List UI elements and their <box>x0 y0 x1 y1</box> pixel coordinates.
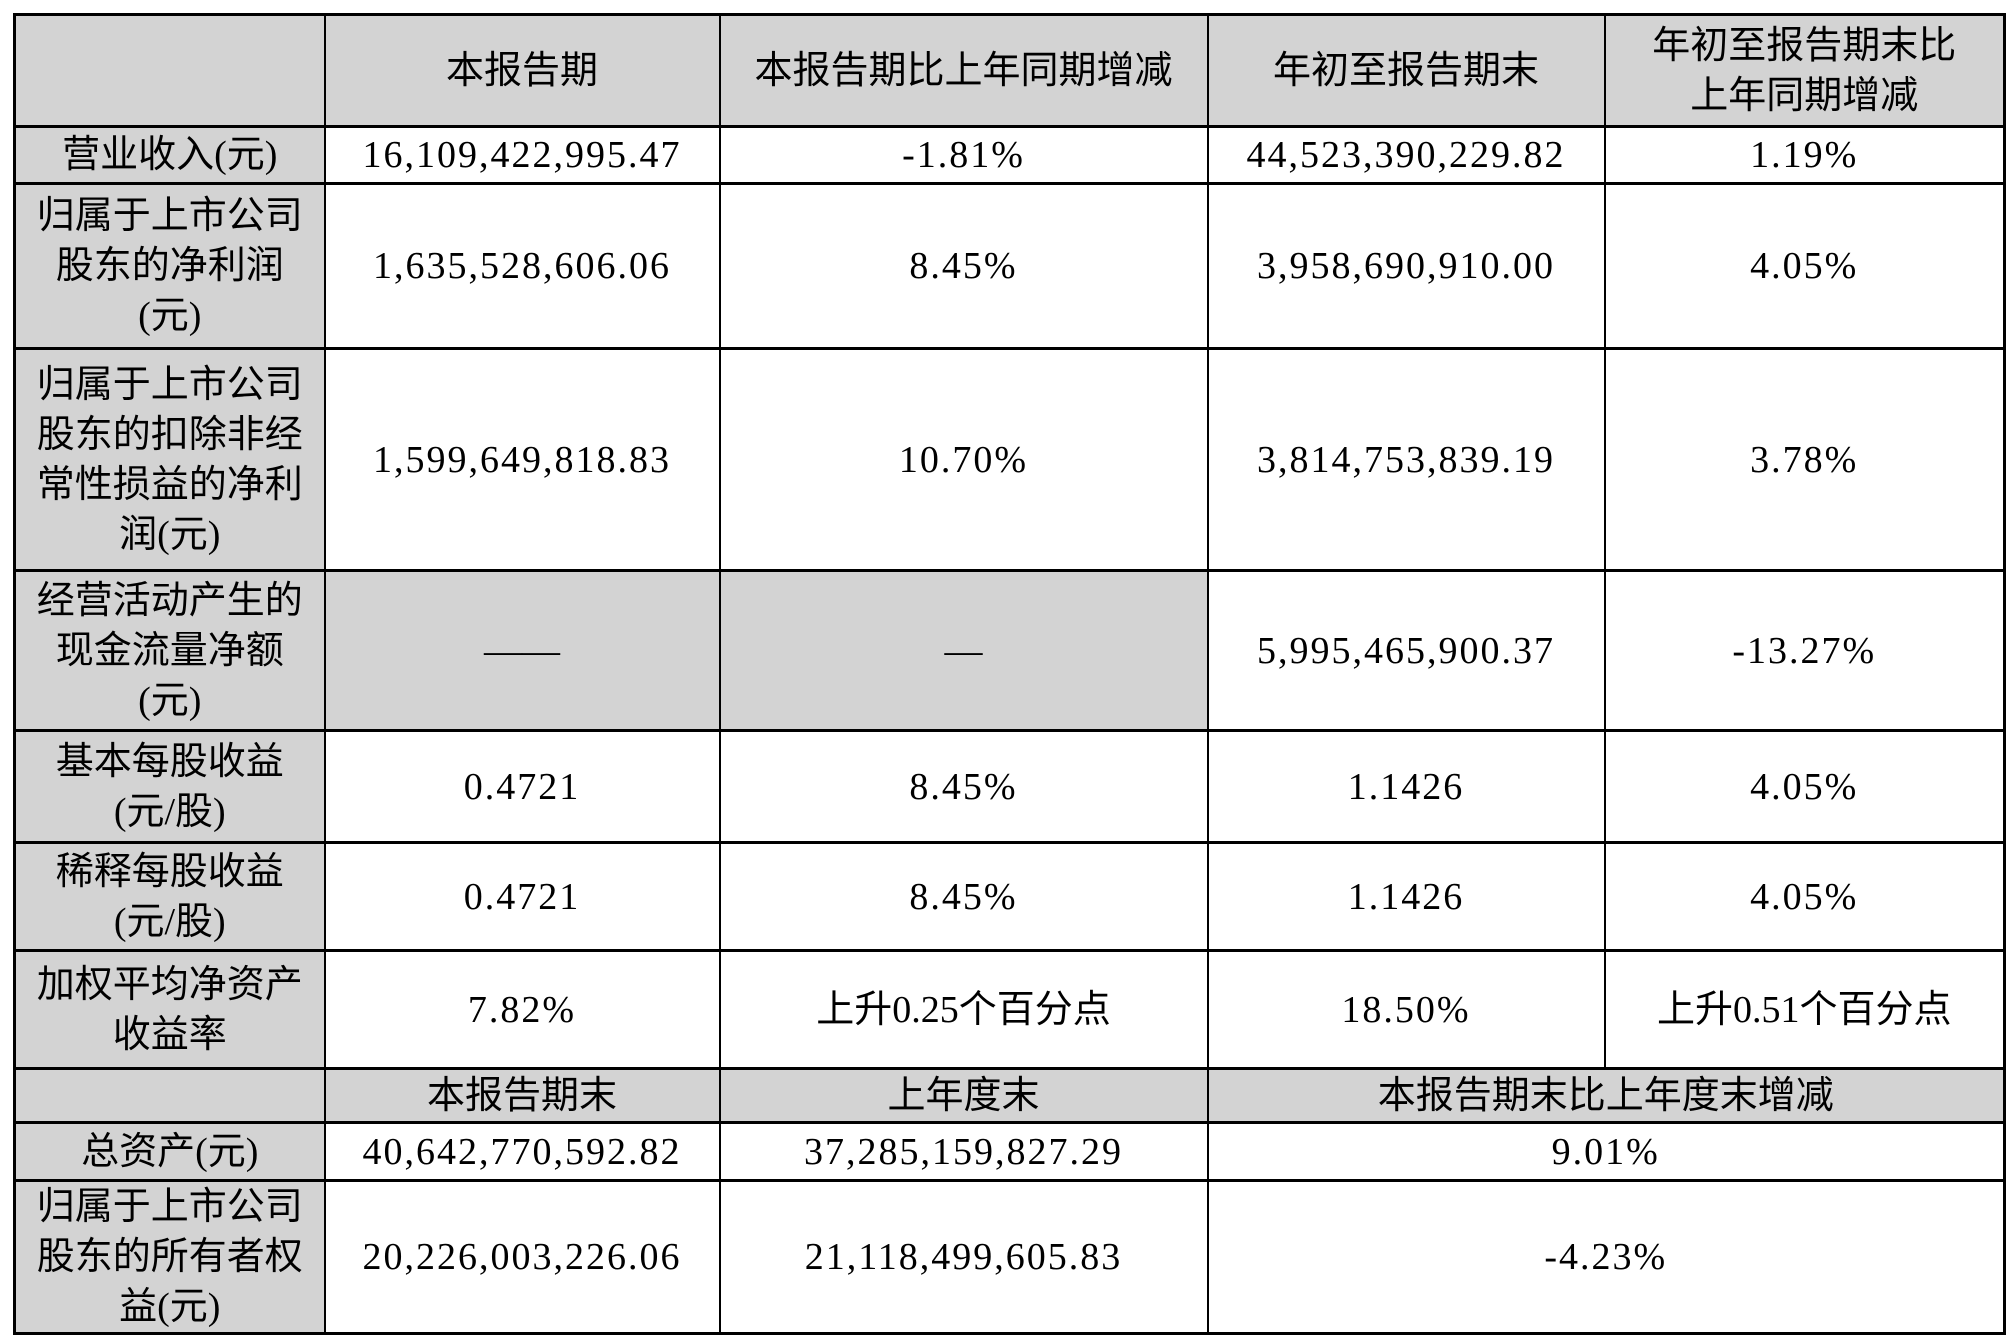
cell-ytd: 3,958,690,910.00 <box>1206 182 1606 350</box>
row-label: 归属于上市公司 股东的净利润 (元) <box>13 182 326 350</box>
table-row-total-assets: 总资产(元) 40,642,770,592.82 37,285,159,827.… <box>13 1121 2006 1182</box>
cell-prior-year-end: 37,285,159,827.29 <box>718 1121 1209 1182</box>
cell-period-end: 40,642,770,592.82 <box>323 1121 721 1182</box>
financial-summary-table: 本报告期 本报告期比上年同期增减 年初至报告期末 年初至报告期末比 上年同期增减… <box>13 13 2006 1335</box>
cell-change: -4.23% <box>1206 1179 2006 1335</box>
cell-current-yoy-dash: — <box>718 569 1209 732</box>
table-row-deducted-net-profit: 归属于上市公司 股东的扣除非经 常性损益的净利 润(元) 1,599,649,8… <box>13 347 2006 572</box>
cell-current-yoy: 8.45% <box>718 729 1209 844</box>
cell-current-yoy: 8.45% <box>718 182 1209 350</box>
row-label: 基本每股收益 (元/股) <box>13 729 326 844</box>
period-header-row: 本报告期 本报告期比上年同期增减 年初至报告期末 年初至报告期末比 上年同期增减 <box>13 13 2006 128</box>
cell-current-yoy: 10.70% <box>718 347 1209 572</box>
cell-current: 7.82% <box>323 949 721 1070</box>
table-row-operating-cash-flow: 经营活动产生的 现金流量净额 (元) —— — 5,995,465,900.37… <box>13 569 2006 732</box>
row-label: 总资产(元) <box>13 1121 326 1182</box>
cell-ytd: 5,995,465,900.37 <box>1206 569 1606 732</box>
row-label: 稀释每股收益 (元/股) <box>13 841 326 952</box>
table-row-revenue: 营业收入(元) 16,109,422,995.47 -1.81% 44,523,… <box>13 125 2006 185</box>
table-row-net-profit: 归属于上市公司 股东的净利润 (元) 1,635,528,606.06 8.45… <box>13 182 2006 350</box>
header-current-period: 本报告期 <box>323 13 721 128</box>
header-current-period-yoy: 本报告期比上年同期增减 <box>718 13 1209 128</box>
cell-ytd: 44,523,390,229.82 <box>1206 125 1606 185</box>
cell-prior-year-end: 21,118,499,605.83 <box>718 1179 1209 1335</box>
cell-current: 16,109,422,995.47 <box>323 125 721 185</box>
cell-current: 1,635,528,606.06 <box>323 182 721 350</box>
row-label: 加权平均净资产 收益率 <box>13 949 326 1070</box>
balance-header-row: 本报告期末 上年度末 本报告期末比上年度末增减 <box>13 1067 2006 1124</box>
cell-ytd-yoy: 4.05% <box>1603 182 2006 350</box>
header-prior-year-end: 上年度末 <box>718 1067 1209 1124</box>
cell-ytd-yoy: 3.78% <box>1603 347 2006 572</box>
cell-ytd-yoy: 上升0.51个百分点 <box>1603 949 2006 1070</box>
cell-ytd-yoy: 1.19% <box>1603 125 2006 185</box>
cell-current-yoy: -1.81% <box>718 125 1209 185</box>
table-row-weighted-roe: 加权平均净资产 收益率 7.82% 上升0.25个百分点 18.50% 上升0.… <box>13 949 2006 1070</box>
table-row-diluted-eps: 稀释每股收益 (元/股) 0.4721 8.45% 1.1426 4.05% <box>13 841 2006 952</box>
cell-ytd-yoy: 4.05% <box>1603 729 2006 844</box>
corner-header-cell <box>13 13 326 128</box>
header-period-end-change: 本报告期末比上年度末增减 <box>1206 1067 2006 1124</box>
cell-current-dash: —— <box>323 569 721 732</box>
cell-current-yoy: 上升0.25个百分点 <box>718 949 1209 1070</box>
cell-current-yoy: 8.45% <box>718 841 1209 952</box>
cell-ytd: 18.50% <box>1206 949 1606 1070</box>
header-ytd-yoy: 年初至报告期末比 上年同期增减 <box>1603 13 2006 128</box>
table-row-owners-equity: 归属于上市公司 股东的所有者权 益(元) 20,226,003,226.06 2… <box>13 1179 2006 1335</box>
table-row-basic-eps: 基本每股收益 (元/股) 0.4721 8.45% 1.1426 4.05% <box>13 729 2006 844</box>
cell-period-end: 20,226,003,226.06 <box>323 1179 721 1335</box>
cell-change: 9.01% <box>1206 1121 2006 1182</box>
cell-ytd: 1.1426 <box>1206 729 1606 844</box>
cell-current: 0.4721 <box>323 729 721 844</box>
cell-ytd: 3,814,753,839.19 <box>1206 347 1606 572</box>
cell-ytd-yoy: -13.27% <box>1603 569 2006 732</box>
corner-header-cell <box>13 1067 326 1124</box>
row-label: 营业收入(元) <box>13 125 326 185</box>
header-period-end: 本报告期末 <box>323 1067 721 1124</box>
cell-ytd: 1.1426 <box>1206 841 1606 952</box>
row-label: 经营活动产生的 现金流量净额 (元) <box>13 569 326 732</box>
cell-current: 0.4721 <box>323 841 721 952</box>
cell-ytd-yoy: 4.05% <box>1603 841 2006 952</box>
header-ytd: 年初至报告期末 <box>1206 13 1606 128</box>
row-label: 归属于上市公司 股东的所有者权 益(元) <box>13 1179 326 1335</box>
row-label: 归属于上市公司 股东的扣除非经 常性损益的净利 润(元) <box>13 347 326 572</box>
cell-current: 1,599,649,818.83 <box>323 347 721 572</box>
